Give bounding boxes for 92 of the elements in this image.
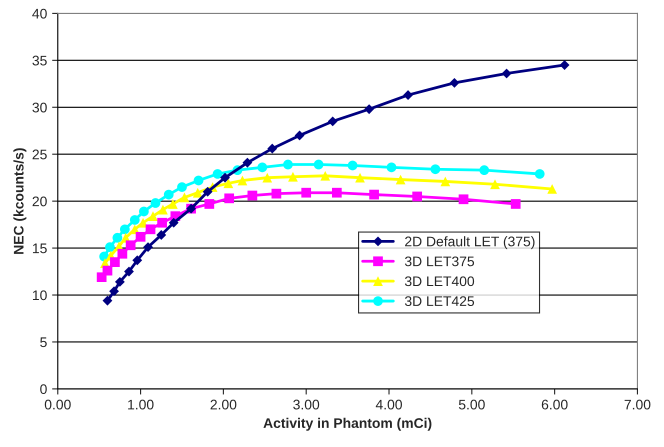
point <box>328 116 338 126</box>
point <box>386 162 396 172</box>
point <box>430 164 440 174</box>
x-tick-label: 4.00 <box>376 400 402 410</box>
y-tick-label: 30 <box>32 102 47 112</box>
point <box>560 60 570 70</box>
point <box>248 190 258 200</box>
point <box>355 172 365 183</box>
point <box>168 218 179 228</box>
point <box>180 192 190 202</box>
point <box>238 176 248 186</box>
point <box>490 179 500 190</box>
point <box>112 232 122 243</box>
point <box>348 160 358 170</box>
point <box>534 169 545 179</box>
point <box>396 174 406 184</box>
x-axis-title: Activity in Phantom (mCi) <box>263 418 432 431</box>
legend-label: 3D LET375 <box>404 256 474 266</box>
y-tick-label: 10 <box>32 290 47 300</box>
point <box>130 215 140 225</box>
point <box>332 188 342 198</box>
point <box>220 172 230 183</box>
point <box>403 90 413 100</box>
point <box>124 266 134 276</box>
point <box>164 190 174 200</box>
y-tick-label: 20 <box>32 196 47 206</box>
point <box>294 130 304 140</box>
x-tick-label: 2.00 <box>210 400 236 410</box>
point <box>364 104 374 114</box>
point <box>510 199 521 209</box>
point <box>272 188 282 198</box>
point <box>139 206 149 216</box>
point <box>156 230 166 240</box>
point <box>204 199 214 209</box>
point <box>126 240 136 250</box>
point <box>283 160 293 170</box>
point <box>136 232 146 242</box>
point <box>314 160 324 170</box>
x-tick-label: 1.00 <box>128 400 154 410</box>
point <box>118 248 128 259</box>
x-tick-label: 5.00 <box>458 400 485 410</box>
legend-label: 3D LET425 <box>404 296 474 306</box>
x-tick-label: 7.00 <box>624 400 650 410</box>
legend-label: 2D Default LET (375) <box>405 236 535 250</box>
x-tick-label: 3.00 <box>293 400 320 410</box>
point <box>132 255 142 266</box>
point <box>194 176 204 186</box>
point <box>192 188 203 198</box>
point <box>502 68 512 78</box>
x-tick-label: 0.00 <box>44 400 71 410</box>
point <box>148 211 158 222</box>
legend-label: 3D LET400 <box>404 276 474 286</box>
point <box>114 276 125 287</box>
point <box>301 188 312 198</box>
point <box>143 242 153 252</box>
point <box>450 78 460 88</box>
point <box>146 224 156 234</box>
point <box>109 286 119 296</box>
point <box>547 184 558 194</box>
x-tick-label: 6.00 <box>542 400 568 410</box>
point <box>202 186 213 197</box>
point <box>440 176 450 186</box>
point <box>223 178 234 188</box>
point <box>102 266 112 276</box>
point <box>267 144 278 154</box>
point <box>458 194 468 204</box>
point <box>257 162 268 172</box>
point <box>168 199 178 209</box>
point <box>158 204 168 214</box>
point <box>157 218 167 228</box>
point <box>150 198 160 208</box>
y-tick-label: 5 <box>40 337 47 348</box>
point <box>177 182 187 192</box>
y-tick-label: 0 <box>40 384 47 394</box>
y-tick-label: 40 <box>32 8 47 19</box>
point <box>110 257 120 268</box>
y-tick-label: 15 <box>32 244 47 254</box>
y-axis-title: NEC (kcounts/s) <box>13 148 26 254</box>
y-tick-label: 25 <box>32 150 47 160</box>
point <box>242 158 252 168</box>
point <box>369 190 379 200</box>
point <box>262 172 272 183</box>
point <box>320 170 330 181</box>
point <box>224 193 234 204</box>
point <box>412 192 422 202</box>
point <box>102 296 112 306</box>
y-tick-label: 35 <box>32 56 47 66</box>
point <box>288 172 298 182</box>
point <box>479 165 490 176</box>
point <box>105 242 115 252</box>
point <box>120 224 130 234</box>
point <box>212 169 222 179</box>
